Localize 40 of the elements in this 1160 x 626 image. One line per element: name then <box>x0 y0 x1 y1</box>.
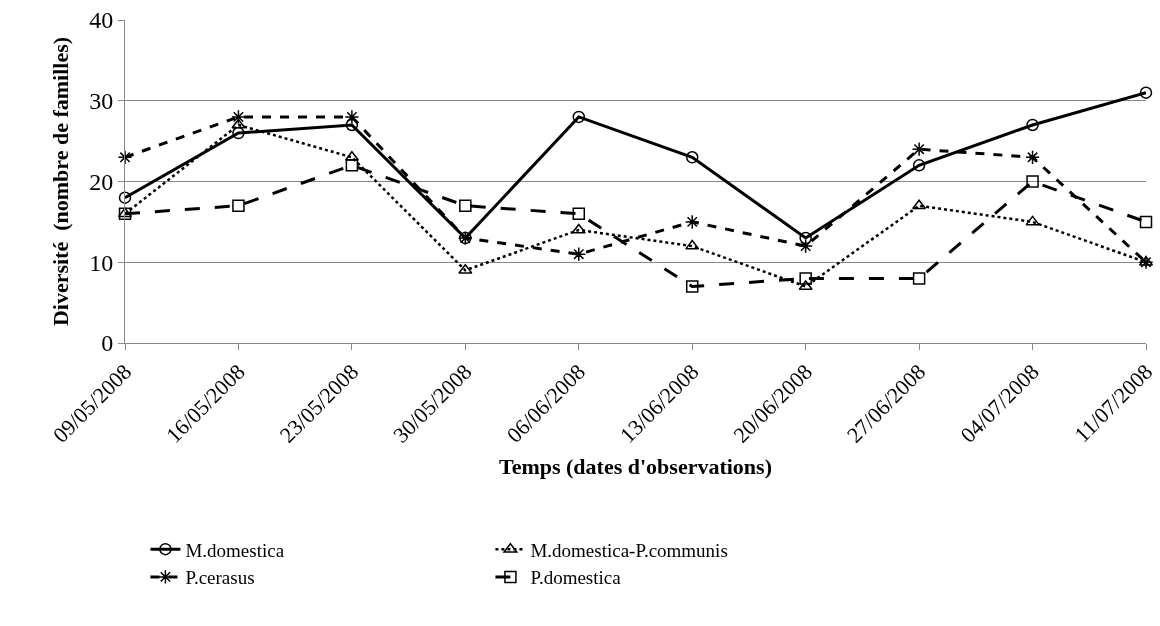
point <box>117 149 133 165</box>
point <box>1025 215 1040 226</box>
point <box>572 110 586 124</box>
point <box>685 239 700 250</box>
point <box>1026 175 1039 188</box>
point <box>344 109 360 125</box>
point <box>118 191 132 204</box>
point <box>572 207 586 221</box>
point <box>571 246 587 262</box>
point <box>345 159 359 172</box>
point <box>1139 215 1153 229</box>
point <box>571 223 586 234</box>
y-tick-label: 30 <box>89 88 114 115</box>
x-axis-title: Temps (dates d'observations) <box>499 454 772 480</box>
y-tick-label: 0 <box>101 330 114 357</box>
legend-label: P.cerasus <box>185 567 255 589</box>
point <box>685 151 699 164</box>
point <box>1026 118 1039 132</box>
y-tick-label: 20 <box>89 168 114 195</box>
legend-label: M.domestica-P.communis <box>530 539 728 561</box>
point <box>1025 149 1040 165</box>
point <box>231 118 246 129</box>
point <box>912 199 927 210</box>
y-tick-label: 10 <box>89 249 114 276</box>
point <box>685 280 699 293</box>
legend-label: P.domestica <box>530 567 622 589</box>
y-axis-title: Diversité (nombre de familles) <box>48 36 73 327</box>
point <box>1138 254 1154 270</box>
point <box>1139 86 1153 99</box>
point <box>911 141 927 157</box>
legend-label: M.domestica <box>185 539 285 561</box>
point <box>799 272 812 285</box>
point <box>912 159 926 172</box>
point <box>232 199 245 212</box>
point <box>798 238 814 254</box>
point <box>684 214 700 230</box>
point <box>231 109 246 125</box>
point <box>459 199 472 212</box>
point <box>912 272 926 285</box>
y-tick-label: 40 <box>89 7 114 34</box>
